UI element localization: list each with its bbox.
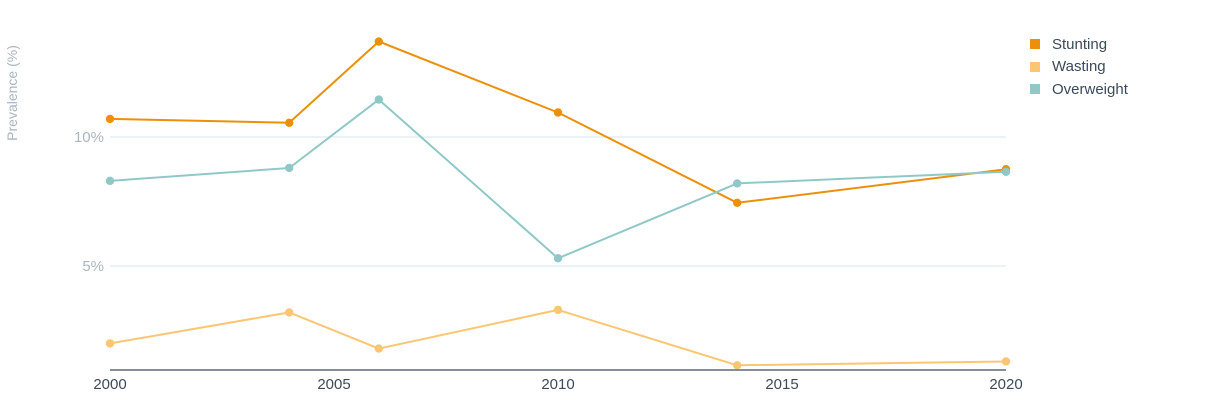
data-point-stunting-2000 bbox=[105, 114, 115, 124]
gridlines bbox=[110, 136, 1006, 267]
legend-label-overweight: Overweight bbox=[1052, 80, 1128, 98]
data-point-overweight-2020 bbox=[1001, 167, 1011, 177]
y-tick-label-10: 10% bbox=[74, 129, 104, 146]
data-point-wasting-2006 bbox=[374, 344, 383, 353]
y-tick-label-5: 5% bbox=[82, 258, 104, 275]
series-stunting bbox=[105, 37, 1011, 207]
data-point-stunting-2004 bbox=[285, 118, 294, 128]
legend-item-wasting[interactable]: Wasting bbox=[1030, 56, 1128, 79]
x-axis-ticks: 2000 2005 2010 2015 2020 bbox=[93, 376, 1022, 393]
legend: Stunting Wasting Overweight bbox=[1030, 33, 1128, 101]
data-point-stunting-2010 bbox=[553, 108, 563, 117]
series-line-overweight bbox=[109, 98, 1007, 260]
data-point-wasting-2010 bbox=[553, 305, 563, 315]
y-axis-title: Prevalence (%) bbox=[4, 45, 20, 141]
series-lines bbox=[105, 37, 1011, 370]
x-tick-label-2000: 2000 bbox=[93, 376, 126, 393]
legend-label-wasting: Wasting bbox=[1052, 58, 1106, 76]
series-line-stunting bbox=[109, 40, 1007, 204]
x-tick-label-2015: 2015 bbox=[765, 376, 798, 393]
y-axis-ticks: 5% 10% bbox=[74, 129, 104, 275]
series-line-wasting bbox=[109, 308, 1007, 367]
data-point-overweight-2000 bbox=[105, 176, 115, 186]
data-point-wasting-2014 bbox=[733, 361, 742, 370]
x-tick-label-2005: 2005 bbox=[317, 376, 350, 393]
legend-swatch-stunting bbox=[1030, 39, 1040, 50]
legend-label-stunting: Stunting bbox=[1052, 35, 1108, 53]
legend-item-stunting[interactable]: Stunting bbox=[1030, 33, 1128, 56]
data-point-overweight-2006 bbox=[374, 95, 383, 104]
data-point-overweight-2014 bbox=[733, 179, 742, 188]
legend-swatch-wasting bbox=[1030, 61, 1040, 72]
series-wasting bbox=[105, 305, 1011, 370]
legend-swatch-overweight bbox=[1030, 84, 1040, 95]
data-point-wasting-2000 bbox=[105, 339, 115, 348]
data-point-overweight-2004 bbox=[285, 163, 294, 173]
legend-item-overweight[interactable]: Overweight bbox=[1030, 78, 1128, 101]
x-tick-label-2020: 2020 bbox=[989, 376, 1022, 393]
data-point-overweight-2010 bbox=[553, 254, 563, 263]
data-point-wasting-2020 bbox=[1001, 357, 1011, 366]
x-tick-label-2010: 2010 bbox=[541, 376, 574, 393]
data-point-stunting-2014 bbox=[733, 198, 742, 207]
data-point-stunting-2006 bbox=[374, 37, 383, 46]
data-point-wasting-2004 bbox=[285, 308, 294, 317]
series-overweight bbox=[105, 95, 1011, 263]
